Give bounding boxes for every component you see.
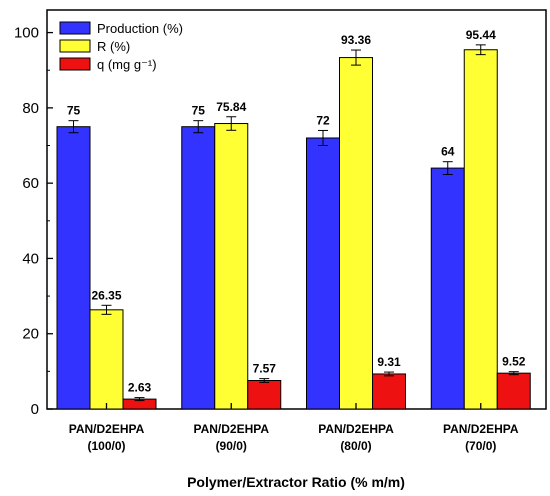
y-tick-label: 100 bbox=[14, 25, 39, 42]
y-axis: 0 20 40 60 80 100 bbox=[14, 25, 53, 418]
data-label: 75.84 bbox=[216, 100, 246, 114]
data-label: 9.31 bbox=[377, 355, 401, 369]
y-tick-label: 40 bbox=[22, 250, 39, 267]
legend: Production (%) R (%) q (mg g⁻¹) bbox=[59, 21, 183, 72]
x-category-sublabel: (80/0) bbox=[340, 439, 371, 453]
bar-series: 75 26.35 2.63 75 75.84 7.57 72 93.36 9.31 64 95.44… bbox=[56, 28, 531, 410]
x-category-label: PAN/D2EHPA bbox=[69, 422, 145, 436]
legend-swatch bbox=[59, 39, 91, 53]
legend-label: Production (%) bbox=[97, 21, 183, 36]
bar bbox=[214, 123, 249, 410]
bar bbox=[372, 373, 406, 410]
legend-label: R (%) bbox=[97, 39, 130, 54]
x-axis-title: Polymer/Extractor Ratio (% m/m) bbox=[187, 474, 405, 490]
bar bbox=[496, 372, 531, 410]
legend-swatch bbox=[59, 21, 91, 35]
x-category-sublabel: (70/0) bbox=[465, 439, 496, 453]
data-label: 7.57 bbox=[253, 362, 277, 376]
x-category-label: PAN/D2EHPA bbox=[318, 422, 394, 436]
data-label: 75 bbox=[67, 104, 81, 118]
data-label: 95.44 bbox=[466, 28, 496, 42]
plot-frame bbox=[46, 9, 547, 410]
x-category-label: PAN/D2EHPA bbox=[443, 422, 519, 436]
bar bbox=[306, 137, 340, 410]
bar bbox=[247, 380, 282, 410]
data-label: 9.52 bbox=[502, 355, 526, 369]
bar bbox=[463, 49, 498, 410]
x-category-label: PAN/D2EHPA bbox=[193, 422, 269, 436]
bar bbox=[430, 167, 465, 410]
data-label: 93.36 bbox=[341, 33, 371, 47]
bar bbox=[56, 126, 91, 410]
data-label: 2.63 bbox=[128, 381, 152, 395]
data-label: 26.35 bbox=[91, 288, 121, 302]
bar bbox=[181, 126, 216, 410]
bar bbox=[89, 309, 124, 410]
data-label: 64 bbox=[441, 145, 455, 159]
x-category-sublabel: (100/0) bbox=[87, 439, 125, 453]
y-tick-label: 60 bbox=[22, 175, 39, 192]
legend-label: q (mg g⁻¹) bbox=[97, 57, 157, 72]
data-label: 72 bbox=[316, 113, 330, 127]
data-label: 75 bbox=[192, 104, 206, 118]
y-tick-label: 20 bbox=[22, 326, 39, 343]
y-tick-label: 80 bbox=[22, 100, 39, 117]
y-tick-label: 0 bbox=[31, 401, 39, 418]
legend-swatch bbox=[59, 57, 91, 71]
bar bbox=[339, 57, 373, 410]
x-category-sublabel: (90/0) bbox=[216, 439, 247, 453]
x-axis: PAN/D2EHPA (100/0) PAN/D2EHPA (90/0) PAN/D2E… bbox=[69, 403, 519, 453]
